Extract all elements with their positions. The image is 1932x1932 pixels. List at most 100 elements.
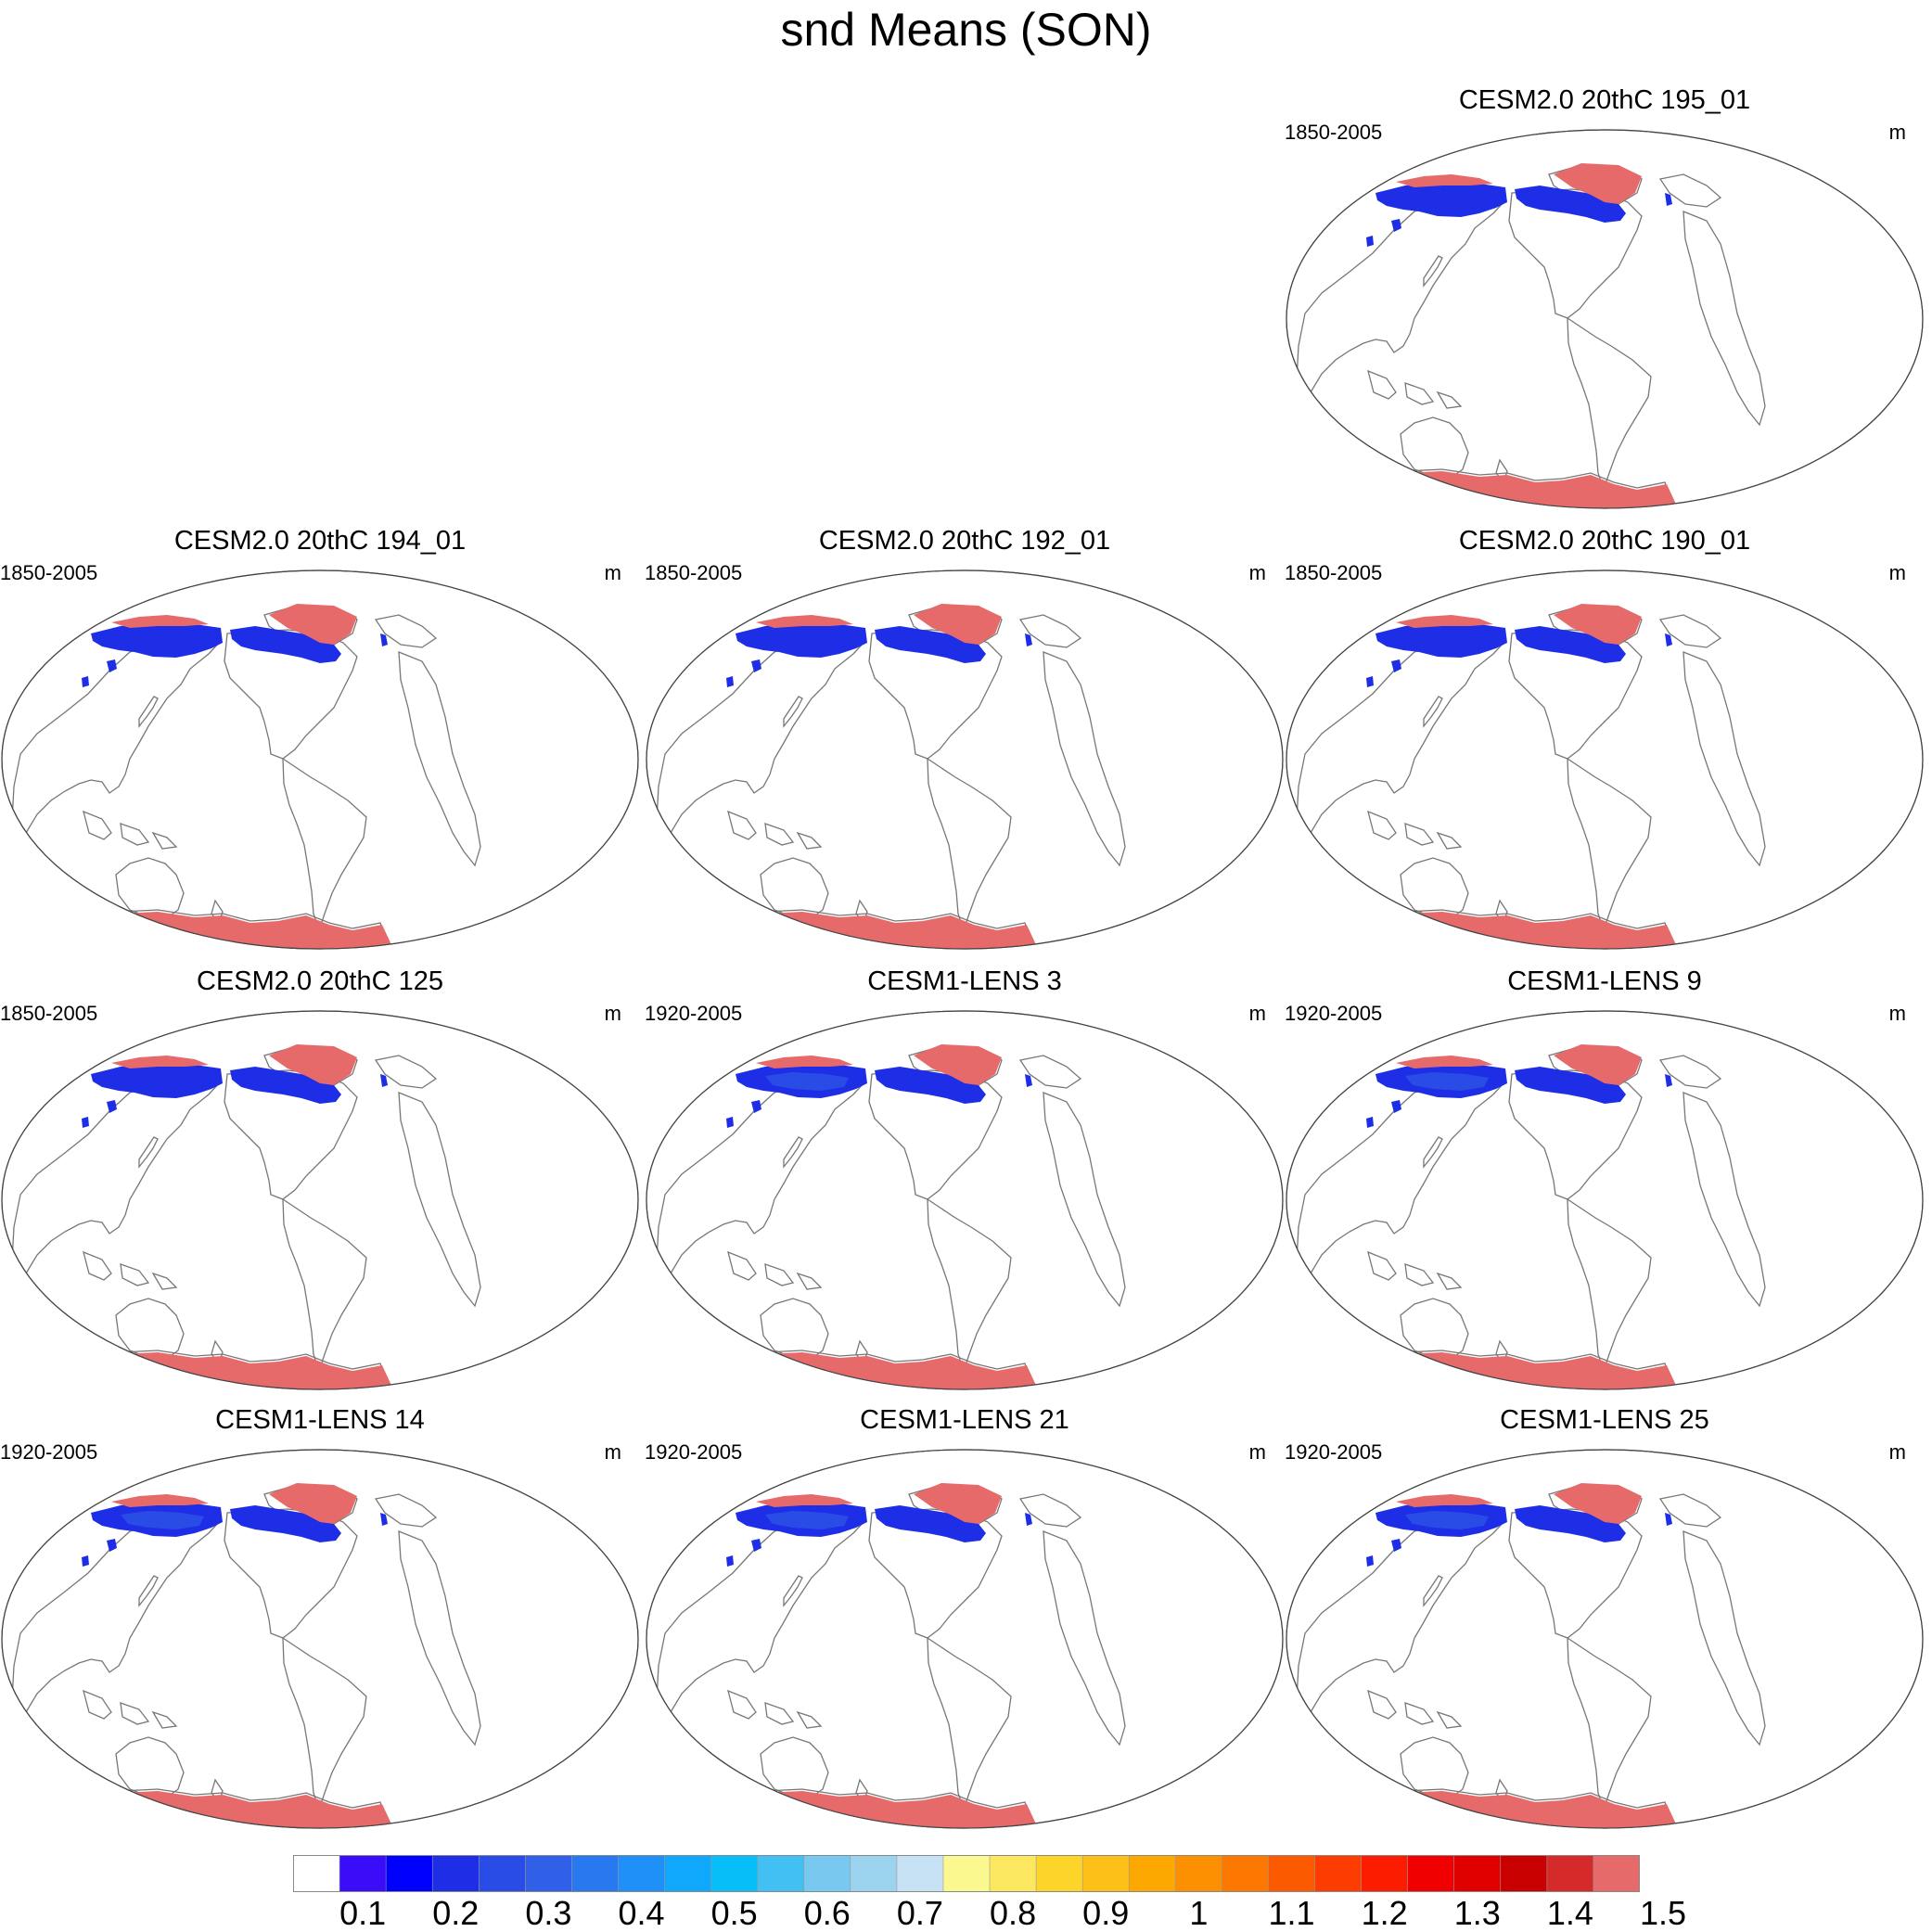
- panel-title: CESM2.0 20thC 190_01: [1458, 526, 1751, 556]
- colorbar-label: 0.8: [990, 1894, 1037, 1932]
- snow-arctic-islands: [756, 615, 853, 628]
- colorbar-label: 1: [1189, 1894, 1209, 1932]
- australia-coast: [1400, 857, 1469, 920]
- snow-siberia-core: [121, 1072, 204, 1091]
- colorbar-swatch: [757, 1855, 805, 1892]
- snow-greenland: [269, 604, 357, 645]
- colorbar-swatch: [1035, 1855, 1083, 1892]
- australia-coast: [115, 857, 185, 920]
- snow-north-america: [1515, 1505, 1626, 1542]
- snow-antarctica-peak: [97, 1369, 186, 1389]
- panel-title: CESM1-LENS 3: [867, 966, 1062, 996]
- panel-units: m: [1248, 561, 1266, 584]
- africa-coast: [398, 1092, 481, 1308]
- colorbar-swatch: [803, 1855, 851, 1892]
- indonesia-coast: [727, 1689, 823, 1729]
- colorbar-swatch: [1500, 1855, 1548, 1892]
- australia-coast: [1400, 1736, 1469, 1799]
- panel-period: 1850-2005: [0, 1002, 98, 1025]
- indonesia-coast: [727, 810, 823, 850]
- indonesia-coast: [727, 1250, 823, 1290]
- snow-north-america: [1515, 1067, 1626, 1104]
- colorbar-label: 0.4: [618, 1894, 665, 1932]
- snow-greenland: [269, 1044, 357, 1085]
- map-panel-3: CESM2.0 20thC 192_01 1850-2005 m: [645, 524, 1285, 951]
- snow-greenland: [914, 604, 1002, 645]
- indonesia-coast: [1367, 810, 1463, 850]
- snow-arctic-islands: [111, 1056, 209, 1068]
- panel-period: 1920-2005: [1285, 1440, 1383, 1464]
- australia-coast: [115, 1298, 185, 1361]
- colorbar-swatch: [1546, 1855, 1594, 1892]
- snow-north-america: [230, 626, 341, 663]
- map-border: [1286, 1449, 1924, 1829]
- snow-north-america: [875, 1505, 986, 1542]
- map-border: [1, 569, 639, 950]
- map-border: [1286, 569, 1924, 950]
- colorbar-swatch: [1175, 1855, 1223, 1892]
- snow-siberia-core: [1405, 191, 1489, 210]
- snow-antarctica-peak: [97, 928, 186, 949]
- indonesia-coast: [83, 1250, 178, 1290]
- world-map: [1, 1010, 639, 1390]
- snow-siberia-core: [121, 1511, 204, 1529]
- panel-units: m: [1888, 1440, 1906, 1464]
- snow-arctic-islands: [111, 615, 209, 628]
- snow-arctic-islands: [1396, 615, 1493, 628]
- panel-period: 1850-2005: [1285, 121, 1383, 144]
- europe-coast: [1658, 1493, 1722, 1528]
- colorbar-swatch: [1314, 1855, 1363, 1892]
- africa-coast: [398, 1530, 481, 1746]
- panel-units: m: [1248, 1440, 1266, 1464]
- panel-title: CESM1-LENS 25: [1500, 1405, 1709, 1435]
- snow-north-america: [1515, 186, 1626, 223]
- colorbar-swatch: [1361, 1855, 1409, 1892]
- colorbar-label: 0.6: [803, 1894, 851, 1932]
- colorbar-swatch: [293, 1855, 340, 1892]
- map-border: [646, 1010, 1284, 1390]
- japan-coast: [138, 1575, 159, 1607]
- colorbar-swatch: [664, 1855, 712, 1892]
- australia-coast: [760, 1298, 829, 1361]
- snow-siberia-core: [1405, 1072, 1489, 1091]
- map-panel-9: CESM1-LENS 21 1920-2005 m: [645, 1403, 1285, 1830]
- colorbar-swatch: [896, 1855, 944, 1892]
- panel-units: m: [1248, 1002, 1266, 1025]
- japan-coast: [783, 1136, 803, 1169]
- snow-greenland: [1554, 1044, 1642, 1085]
- europe-coast: [374, 1055, 438, 1089]
- snow-north-america: [1515, 626, 1626, 663]
- panel-units: m: [604, 561, 621, 584]
- colorbar-swatch: [1593, 1855, 1640, 1892]
- snow-north-america: [875, 626, 986, 663]
- snow-siberia-core: [1405, 632, 1489, 650]
- africa-coast: [1043, 1092, 1126, 1308]
- panel-units: m: [604, 1002, 621, 1025]
- australia-coast: [115, 1736, 185, 1799]
- panel-period: 1920-2005: [0, 1440, 98, 1464]
- australia-coast: [1400, 416, 1469, 480]
- snow-antarctica-peak: [1382, 1808, 1470, 1828]
- colorbar-outline: [293, 1855, 1640, 1892]
- map-panel-1: CESM2.0 20thC 195_01 1850-2005 m: [1285, 83, 1925, 510]
- panel-title: CESM2.0 20thC 195_01: [1458, 85, 1751, 115]
- southamerica-coast: [282, 1636, 367, 1812]
- japan-coast: [1423, 255, 1443, 288]
- panel-units: m: [1888, 561, 1906, 584]
- panel-title: CESM2.0 20thC 192_01: [818, 526, 1111, 556]
- world-map: [1286, 569, 1924, 950]
- map-panel-5: CESM2.0 20thC 125 1850-2005 m: [0, 965, 640, 1391]
- snow-siberia-core: [1405, 1511, 1489, 1529]
- africa-coast: [1683, 1092, 1766, 1308]
- map-border: [646, 1449, 1284, 1829]
- snow-antarctica-peak: [742, 1369, 830, 1389]
- figure-title: snd Means (SON): [780, 4, 1152, 56]
- snow-greenland: [1554, 163, 1642, 204]
- panel-title: CESM1-LENS 14: [215, 1405, 425, 1435]
- indonesia-coast: [1367, 1689, 1463, 1729]
- africa-coast: [1683, 211, 1766, 427]
- africa-coast: [1683, 651, 1766, 867]
- map-panel-4: CESM2.0 20thC 190_01 1850-2005 m: [1285, 524, 1925, 951]
- panel-units: m: [1888, 121, 1906, 144]
- colorbar-swatch: [1081, 1855, 1131, 1892]
